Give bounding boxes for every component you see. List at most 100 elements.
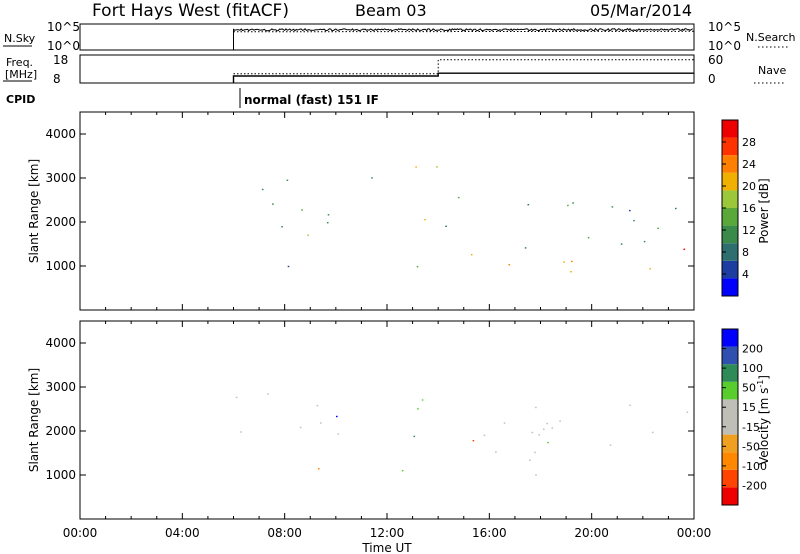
colorbar-tick-label: 16 (742, 202, 756, 215)
heatmap-cell (272, 203, 274, 205)
cpid-label: CPID (6, 93, 35, 106)
heatmap-cell (327, 214, 330, 216)
colorbar-tick-label: -50 (742, 440, 760, 453)
heatmap-cell (643, 240, 646, 243)
heatmap-cell (546, 422, 548, 425)
power-frame (79, 111, 695, 311)
power-colorbar: 4 8 12 16 20 24 28 (721, 119, 756, 297)
heatmap-cell (609, 444, 612, 446)
heatmap-cell (416, 266, 419, 268)
colorbar-swatch (722, 155, 738, 173)
heatmap-cell (571, 260, 573, 263)
freq-tick-bottom: 8 (53, 72, 61, 86)
heatmap-cell (508, 264, 511, 266)
heatmap-cell (651, 431, 654, 434)
y-tick-label: 2000 (45, 215, 76, 229)
freq-tick-top: 18 (53, 53, 68, 67)
heatmap-cell (567, 204, 569, 207)
nsky-panel: N.Sky 10^5 10^0 10^5 10^0 N.Search (3, 20, 796, 53)
velocity-unit-exponent: -1 (756, 380, 765, 388)
heatmap-cell (531, 431, 534, 434)
colorbar-swatch (722, 399, 738, 417)
heatmap-cell (240, 431, 242, 433)
heatmap-cell (417, 408, 419, 410)
heatmap-cell (527, 204, 530, 206)
colorbar-swatch (722, 434, 738, 453)
heatmap-cell (633, 219, 635, 222)
colorbar-tick-label: 4 (742, 268, 749, 281)
heatmap-cell (336, 415, 338, 418)
x-tick-label: 12:00 (370, 526, 405, 540)
nave-tick-top: 60 (708, 53, 723, 67)
heatmap-cell (551, 427, 554, 429)
colorbar-swatch (722, 260, 738, 279)
nsky-frame (79, 23, 695, 51)
colorbar-tick-label: 28 (742, 136, 756, 149)
heatmap-cell (570, 271, 572, 273)
heatmap-cell (587, 237, 590, 239)
colorbar-swatch (722, 208, 738, 226)
power-colorbar-label: Power [dB] (757, 178, 771, 243)
nsky-line (233, 27, 693, 50)
heatmap-cell (563, 261, 565, 263)
heatmap-cell (424, 218, 426, 221)
freq-label-1: Freq. (6, 56, 33, 69)
heatmap-cell (524, 247, 527, 249)
heatmap-cell (559, 420, 561, 422)
heatmap-cell (535, 406, 537, 409)
freq-panel: Freq. [MHz] 18 8 60 0 Nave (3, 53, 786, 86)
heatmap-cell (415, 166, 417, 168)
heatmap-cell (629, 209, 631, 212)
power-heatmap (261, 166, 686, 273)
heatmap-cell (495, 451, 497, 453)
velocity-frame (79, 320, 695, 520)
heatmap-cell (320, 422, 322, 424)
colorbar-swatch (722, 346, 738, 365)
nsearch-line (233, 30, 695, 33)
velocity-unit-bracket: ] (757, 375, 771, 380)
heatmap-cell (457, 196, 460, 199)
velocity-heatmap (235, 393, 689, 476)
heatmap-cell (534, 451, 536, 454)
colorbar-tick-label: -200 (742, 479, 767, 492)
heatmap-cell (436, 166, 438, 168)
colorbar-swatch (722, 329, 738, 347)
velocity-ylabel: Slant Range [km] (27, 368, 41, 472)
freq-label-2: [MHz] (5, 68, 37, 81)
y-tick-label: 2000 (45, 424, 76, 438)
velocity-colorbar-label: Velocity [m s-1] (756, 375, 771, 465)
velocity-y-ticks: 1000 2000 3000 4000 (45, 336, 694, 482)
power-panel: 1000 2000 3000 4000 Slant Range [km] 4 8 12 16… (27, 111, 771, 311)
colorbar-tick-label: 20 (742, 180, 756, 193)
y-tick-label: 1000 (45, 468, 76, 482)
nave-line (233, 59, 694, 75)
date-label: 05/Mar/2014 (590, 1, 692, 20)
colorbar-tick-label: 15 (742, 401, 756, 414)
heatmap-cell (543, 428, 545, 430)
x-tick-label: 00:00 (677, 526, 712, 540)
nsky-tick-top: 10^5 (47, 20, 80, 34)
heatmap-cell (683, 248, 686, 250)
x-tick-label: 16:00 (472, 526, 507, 540)
velocity-colorbar: -200 -100 -50 -15 15 50 100 200 (721, 328, 767, 506)
freq-line (232, 72, 694, 83)
nsky-label: N.Sky (4, 32, 36, 45)
colorbar-swatch (722, 190, 738, 208)
nsearch-tick-bottom: 10^0 (708, 39, 741, 53)
colorbar-swatch (722, 364, 738, 382)
cpid-value: normal (fast) 151 IF (244, 93, 379, 107)
colorbar-tick-label: 50 (742, 382, 756, 395)
heatmap-cell (413, 435, 416, 438)
colorbar-swatch (722, 278, 738, 296)
x-axis: 00:00 04:00 08:00 12:00 16:00 20:00 00:00 (63, 112, 712, 540)
heatmap-cell (371, 177, 373, 179)
nsky-tick-bottom: 10^0 (47, 39, 80, 53)
y-tick-label: 3000 (45, 380, 76, 394)
heatmap-cell (286, 179, 289, 181)
beam-label: Beam 03 (355, 1, 427, 20)
heatmap-cell (326, 222, 329, 224)
heatmap-cell (337, 433, 339, 435)
colorbar-swatch (722, 469, 738, 488)
y-tick-label: 4000 (45, 336, 76, 350)
